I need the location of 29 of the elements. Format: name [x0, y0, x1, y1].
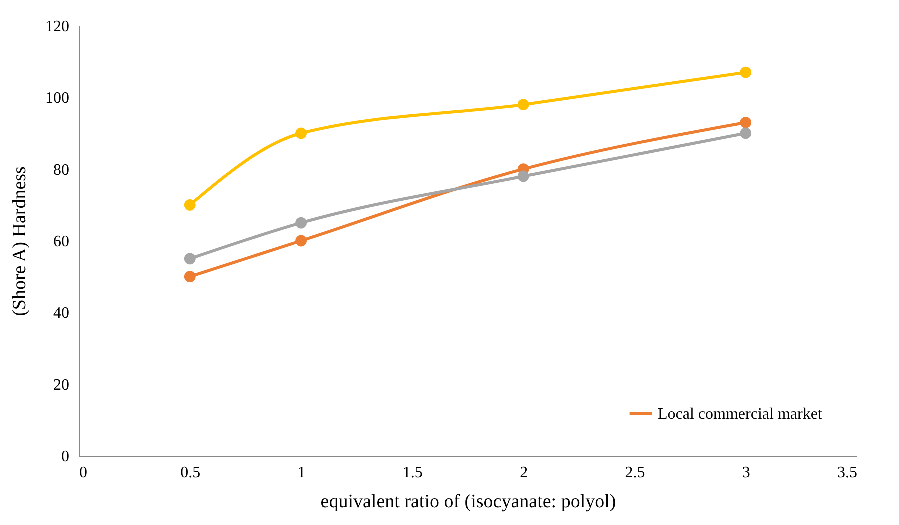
- y-tick-label: 60: [54, 234, 70, 250]
- legend-label: Local commercial market: [658, 406, 823, 423]
- point: [296, 128, 307, 140]
- point: [184, 271, 196, 283]
- point: [296, 235, 307, 247]
- y-tick-label: 120: [46, 18, 70, 36]
- point: [518, 170, 530, 182]
- y-tick-label: 80: [54, 162, 70, 179]
- x-tick-label: 0: [80, 464, 88, 482]
- point: [740, 117, 752, 128]
- y-tick-label: 20: [54, 376, 70, 394]
- point: [740, 66, 752, 78]
- point: [518, 99, 530, 111]
- point: [184, 253, 196, 265]
- x-tick-label: 3: [742, 464, 750, 482]
- point: [184, 199, 196, 211]
- y-tick-label: 0: [62, 448, 70, 466]
- x-tick-label: 2: [520, 464, 528, 482]
- y-tick-label: 100: [46, 90, 70, 108]
- y-axis-title: (Shore A) Hardness: [10, 166, 30, 316]
- x-tick-label: 3.5: [838, 464, 858, 482]
- point: [296, 217, 307, 229]
- x-tick-label: 2.5: [625, 464, 646, 482]
- y-tick-label: 40: [54, 305, 70, 322]
- x-tick-label: 0.5: [180, 464, 201, 482]
- x-tick-label: 1.5: [402, 464, 423, 482]
- x-axis-title: equivalent ratio of (isocyanate: polyol): [320, 492, 616, 512]
- x-tick-label: 1: [298, 464, 306, 482]
- point: [740, 128, 752, 140]
